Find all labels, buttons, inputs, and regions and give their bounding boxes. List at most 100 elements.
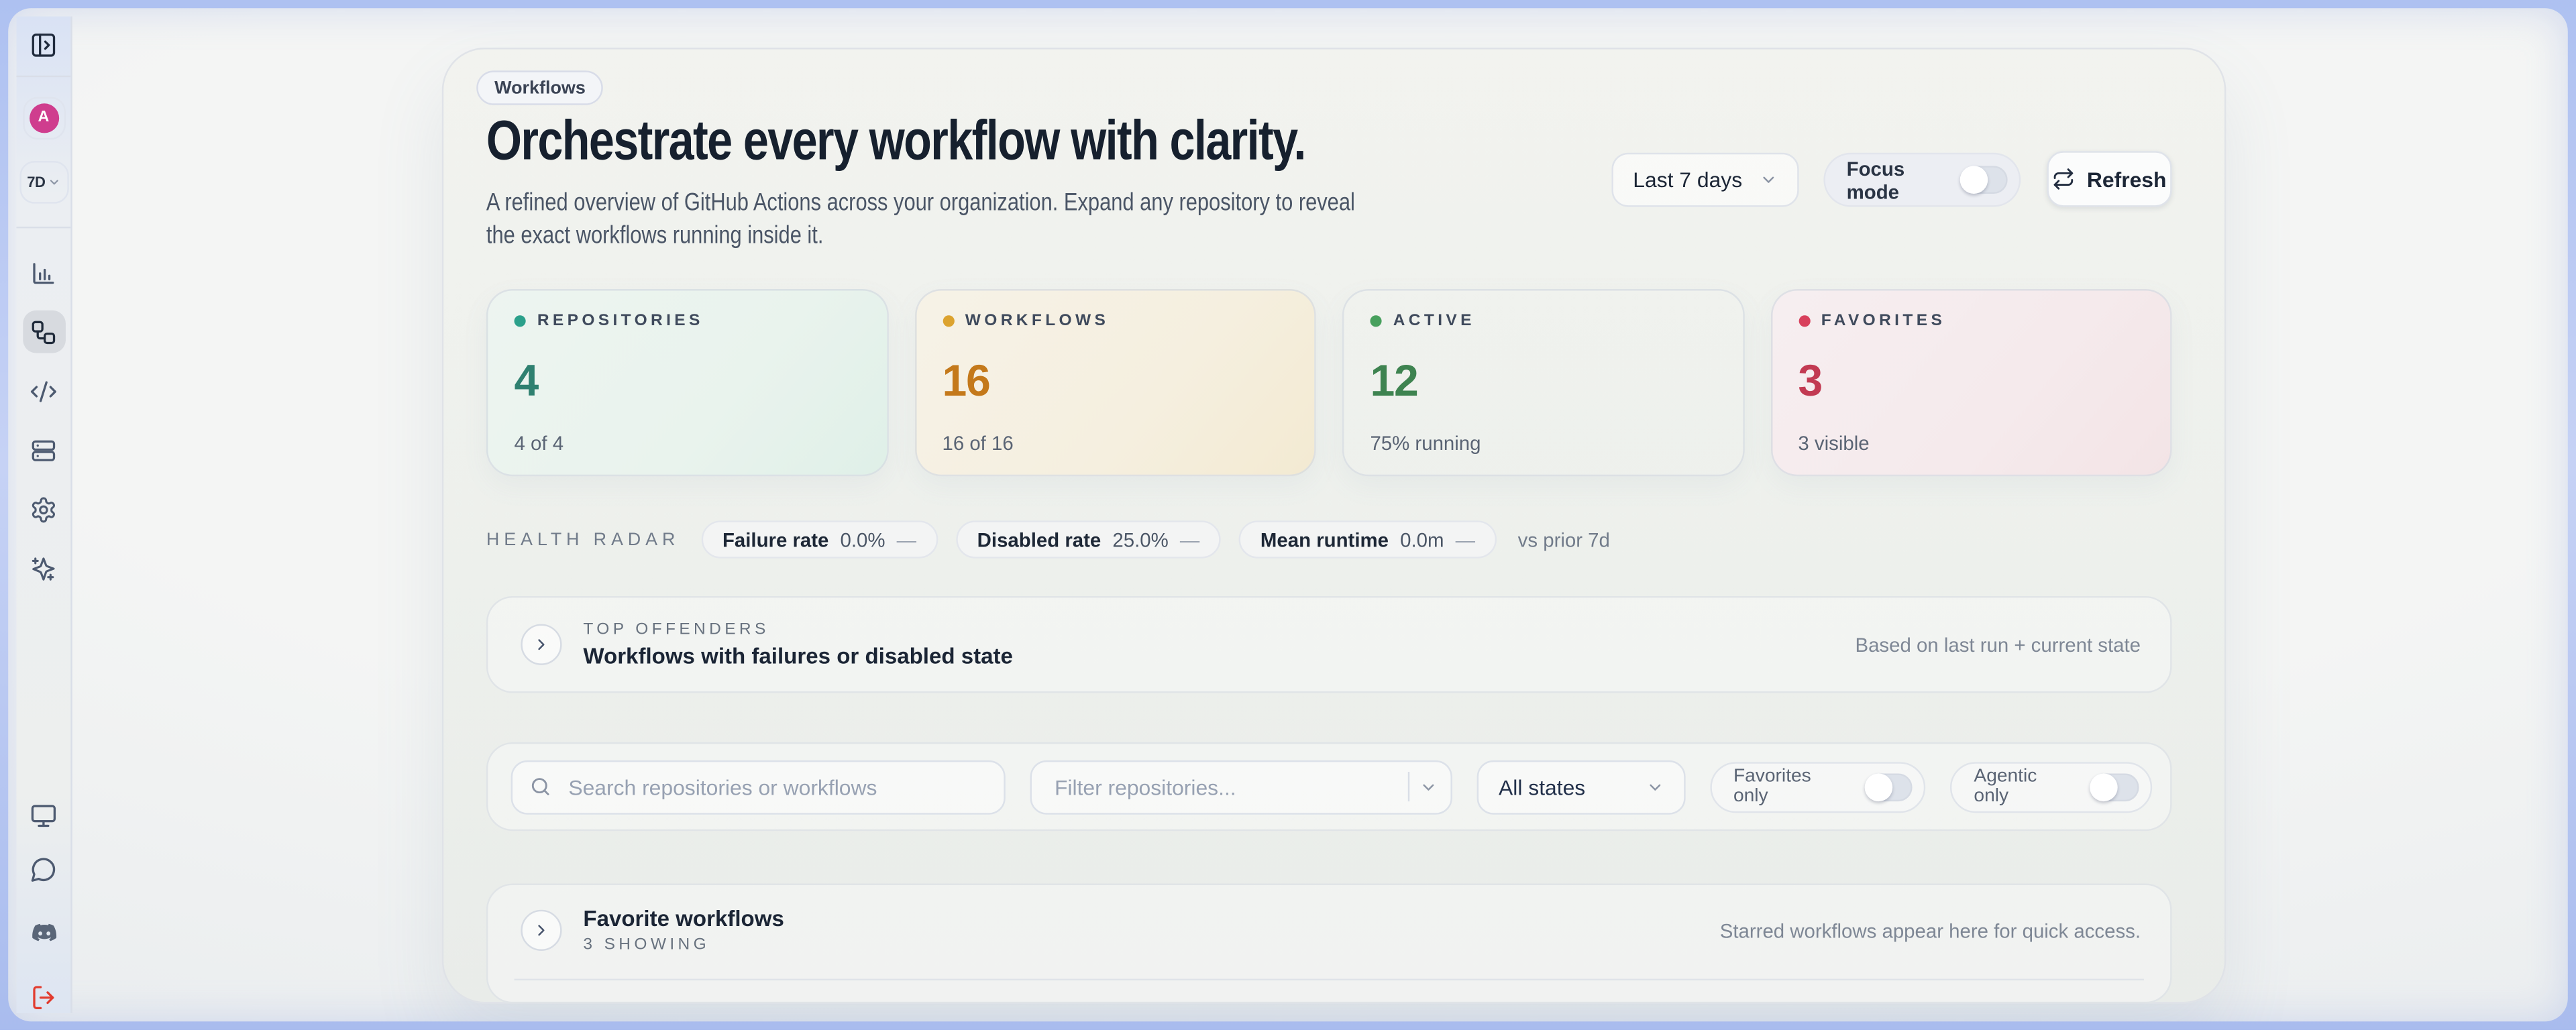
- expand-favorites-button[interactable]: [521, 909, 562, 951]
- date-range-value: Last 7 days: [1633, 167, 1743, 192]
- stat-value: 3: [1798, 356, 1823, 406]
- workflows-dashboard-card: Workflows Orchestrate every workflow wit…: [441, 48, 2226, 1004]
- sidebar-item-code[interactable]: [16, 376, 70, 406]
- chevron-down-icon: [1419, 778, 1438, 796]
- sidebar-range-selector[interactable]: 7D: [16, 161, 70, 204]
- search-input[interactable]: [565, 772, 987, 801]
- repo-filter-field[interactable]: [1030, 759, 1453, 814]
- user-avatar-button[interactable]: A: [16, 95, 70, 139]
- favorite-workflows-panel: Favorite workflows 3 SHOWING Starred wor…: [486, 883, 2172, 1004]
- stat-subtext: 4 of 4: [514, 432, 564, 455]
- refresh-label: Refresh: [2086, 166, 2167, 192]
- stat-card-active: ACTIVE 12 75% running: [1342, 289, 1744, 477]
- monitor-icon: [30, 801, 58, 829]
- stats-row: REPOSITORIES 4 4 of 4 WORKFLOWS 16 16 of…: [486, 289, 2172, 477]
- sidebar-item-discord[interactable]: [16, 918, 70, 948]
- toggle-knob: [1960, 166, 1988, 194]
- sidebar-collapse-button[interactable]: [16, 28, 70, 61]
- field-divider: [1408, 772, 1410, 802]
- stat-label: WORKFLOWS: [965, 312, 1110, 331]
- favorites-count-caption: 3 SHOWING: [583, 935, 710, 954]
- date-range-select[interactable]: Last 7 days: [1611, 152, 1799, 207]
- chevron-down-icon: [47, 176, 60, 189]
- chevron-right-icon: [532, 636, 550, 654]
- stat-value: 4: [514, 356, 539, 406]
- stat-value: 12: [1370, 356, 1418, 406]
- panel-toggle-icon: [30, 30, 58, 58]
- metric-name: Disabled rate: [977, 528, 1102, 551]
- toggle-knob: [1864, 772, 1892, 801]
- code-icon: [30, 377, 58, 405]
- sidebar-item-settings[interactable]: [16, 494, 70, 524]
- range-label: 7D: [27, 174, 46, 191]
- stat-subtext: 16 of 16: [942, 432, 1014, 455]
- page-badge: Workflows: [476, 70, 604, 105]
- server-icon: [30, 436, 58, 464]
- sidebar-item-ai[interactable]: [16, 553, 70, 583]
- logout-button[interactable]: [16, 982, 70, 1011]
- metric-name: Failure rate: [722, 528, 829, 551]
- favorites-only-control: Favorites only: [1710, 761, 1927, 813]
- stat-label: REPOSITORIES: [537, 312, 704, 331]
- filter-bar: All states Favorites only Agentic only: [486, 742, 2172, 832]
- metric-value: 25.0%: [1112, 528, 1169, 551]
- sidebar-item-workflows[interactable]: [16, 310, 70, 353]
- discord-icon: [29, 918, 58, 948]
- state-filter-select[interactable]: All states: [1477, 759, 1686, 814]
- health-radar-label: HEALTH RADAR: [486, 529, 680, 550]
- repo-filter-input[interactable]: [1051, 772, 1399, 801]
- toggle-knob: [2090, 772, 2118, 801]
- expand-offenders-button[interactable]: [521, 624, 562, 665]
- chat-bubble-icon: [30, 855, 58, 883]
- metric-trend: —: [896, 528, 917, 551]
- status-dot: [1798, 315, 1810, 327]
- refresh-button[interactable]: Refresh: [2047, 151, 2172, 207]
- health-compare-label: vs prior 7d: [1517, 528, 1610, 551]
- range-frame: 7D: [19, 161, 68, 204]
- favorites-note: Starred workflows appear here for quick …: [1719, 919, 2141, 942]
- search-field[interactable]: [511, 759, 1006, 814]
- sidebar: A 7D: [16, 16, 72, 1014]
- chevron-down-icon: [1760, 171, 1778, 189]
- avatar: A: [28, 103, 58, 133]
- sidebar-divider: [16, 226, 71, 229]
- bar-chart-icon: [30, 259, 58, 287]
- stat-value: 16: [942, 356, 990, 406]
- offenders-caption: TOP OFFENDERS: [583, 620, 769, 639]
- stat-subtext: 75% running: [1370, 432, 1481, 455]
- sidebar-item-servers[interactable]: [16, 435, 70, 465]
- sidebar-item-analytics[interactable]: [16, 258, 70, 287]
- app-surface: A 7D: [8, 8, 2568, 1022]
- metric-name: Mean runtime: [1260, 528, 1389, 551]
- offenders-note: Based on last run + current state: [1855, 633, 2141, 656]
- stat-card-repositories: REPOSITORIES 4 4 of 4: [486, 289, 888, 477]
- page-title: Orchestrate every workflow with clarity.: [486, 110, 1306, 173]
- agentic-only-toggle[interactable]: [2090, 772, 2139, 801]
- selected-item-background: [22, 310, 65, 353]
- focus-mode-control: Focus mode: [1823, 152, 2021, 207]
- refresh-icon: [2052, 168, 2075, 190]
- metric-value: 0.0%: [840, 528, 885, 551]
- workflow-icon: [30, 318, 58, 346]
- metric-mean-runtime: Mean runtime 0.0m —: [1239, 520, 1497, 559]
- metric-trend: —: [1179, 528, 1200, 551]
- sparkles-icon: [30, 555, 58, 583]
- stat-card-favorites: FAVORITES 3 3 visible: [1770, 289, 2172, 477]
- stat-card-workflows: WORKFLOWS 16 16 of 16: [914, 289, 1316, 477]
- agentic-only-control: Agentic only: [1951, 761, 2153, 813]
- offenders-title: Workflows with failures or disabled stat…: [583, 644, 1013, 669]
- page-subtitle: A refined overview of GitHub Actions acr…: [486, 188, 1355, 249]
- agentic-only-label: Agentic only: [1974, 766, 2037, 807]
- avatar-frame: A: [22, 96, 65, 139]
- logout-icon: [30, 983, 58, 1011]
- status-dot: [942, 315, 954, 327]
- metric-disabled-rate: Disabled rate 25.0% —: [955, 520, 1222, 559]
- sidebar-item-feedback[interactable]: [16, 854, 70, 883]
- top-offenders-panel: TOP OFFENDERS Workflows with failures or…: [486, 595, 2172, 693]
- focus-mode-toggle[interactable]: [1960, 166, 2008, 194]
- metric-value: 0.0m: [1400, 528, 1444, 551]
- metric-trend: —: [1455, 528, 1475, 551]
- favorites-only-toggle[interactable]: [1864, 772, 1913, 801]
- sidebar-item-display[interactable]: [16, 800, 70, 829]
